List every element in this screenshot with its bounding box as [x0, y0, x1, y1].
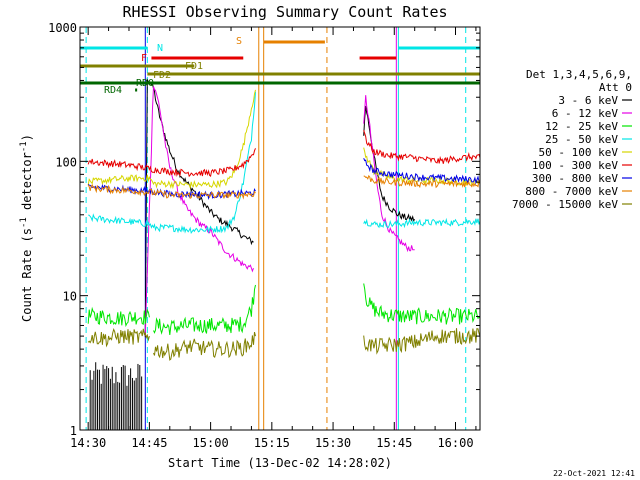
generated-timestamp: 22-Oct-2021 12:41 [553, 469, 635, 478]
x-tick-label: 14:30 [70, 436, 106, 450]
y-tick-label: 1 [70, 424, 77, 438]
legend-label: 6 - 12 keV [552, 107, 619, 120]
flag-label-f: F [141, 53, 147, 64]
x-tick-label: 15:30 [315, 436, 351, 450]
legend-label: 300 - 800 keV [532, 172, 618, 185]
series-100-300kev-seg0 [87, 148, 256, 178]
flag-label-fd2: FD2 [153, 70, 171, 81]
flag-label-fd1: FD1 [185, 61, 203, 72]
series-6-12kev-seg0 [144, 86, 254, 336]
legend-label: 50 - 100 keV [539, 146, 619, 159]
flag-label-s: S [236, 36, 242, 47]
series-25-50kev-seg0 [88, 91, 256, 234]
series-300-800kev-seg1 [363, 158, 481, 185]
series-50-100kev-seg0 [87, 89, 256, 190]
legend-label: 3 - 6 keV [558, 94, 618, 107]
flag-label-rd4: RD4 [104, 85, 122, 96]
legend-label: 25 - 50 keV [545, 133, 618, 146]
legend-header-1: Att 0 [599, 81, 632, 94]
legend-label: 100 - 300 keV [532, 159, 618, 172]
plot-frame [79, 26, 481, 431]
legend-label: 12 - 25 keV [545, 120, 618, 133]
series-100-300kev-seg1 [363, 129, 481, 164]
series-12-25kev-seg2 [363, 283, 481, 325]
series-25-50kev-seg1 [363, 217, 481, 229]
chart-title: RHESSI Observing Summary Count Rates [122, 3, 447, 21]
x-tick-label: 15:15 [254, 436, 290, 450]
series-800-7000kev-seg1 [363, 174, 481, 189]
legend-label: 800 - 7000 keV [525, 185, 618, 198]
series-6-12kev-seg1 [363, 95, 415, 253]
series-12-25kev-seg1 [153, 284, 256, 336]
legend-header-0: Det 1,3,4,5,6,9, [526, 68, 632, 81]
legend-label: 7000 - 15000 keV [512, 198, 618, 211]
series-800-7000kev-seg0 [87, 183, 256, 200]
series-12-25kev-seg0 [87, 306, 150, 328]
x-tick-label: 14:45 [131, 436, 167, 450]
x-tick-label: 16:00 [437, 436, 473, 450]
x-axis-label: Start Time (13-Dec-02 14:28:02) [168, 456, 392, 470]
series-7000-15000kev-seg2 [363, 328, 481, 355]
y-tick-label: 1000 [48, 21, 77, 35]
series-7000-15000kev-seg0 [87, 327, 150, 348]
series-7000-15000kev-seg1 [153, 331, 256, 361]
flag-label-n: N [157, 43, 163, 54]
y-tick-label: 10 [63, 290, 77, 304]
y-tick-label: 100 [55, 155, 77, 169]
x-tick-label: 15:00 [193, 436, 229, 450]
x-tick-label: 15:45 [376, 436, 412, 450]
y-axis-label: Count Rate (s-1 detector-1) [19, 134, 34, 322]
flag-label-rd0: RD0 [136, 78, 154, 89]
